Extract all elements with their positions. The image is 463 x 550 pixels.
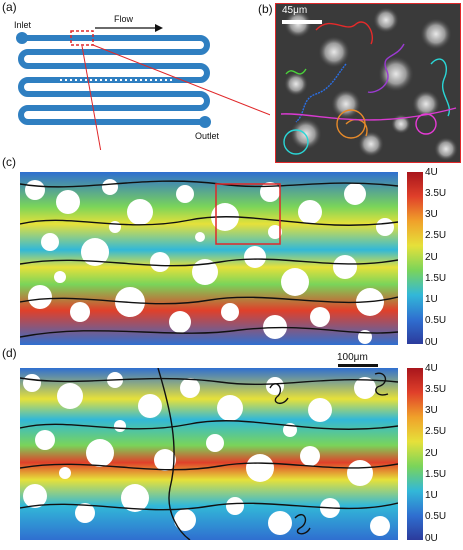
flow-label: Flow [114,14,134,24]
zoom-region-box-c [215,183,281,245]
colorbar-c [407,172,423,344]
colorbar-c-tick: 3.5U [425,188,447,199]
colorbar-d-tick: 3.5U [425,384,447,395]
scale-bar-b [282,20,322,24]
velocity-field-d [19,367,399,541]
velocity-field-c [19,172,399,345]
colorbar-c-tick: 1U [425,294,438,305]
colorbar-c-tick: 2U [425,252,438,263]
scale-bar-b-label: 45μm [282,5,308,16]
panel-c-label: (c) [2,155,16,169]
colorbar-c-tick: 0U [425,337,438,348]
scale-bar-d [338,364,378,367]
outlet-port-icon [199,116,211,128]
colorbar-d-tick: 2U [425,448,438,459]
flow-arrow-icon [155,24,163,32]
serpentine-channel-diagram [16,24,270,150]
colorbar-d-tick: 0.5U [425,511,447,522]
colorbar-d-tick: 0U [425,533,438,544]
panel-b-label: (b) [258,2,273,16]
scale-bar-d-label: 100μm [337,352,368,363]
zoom-region-box [70,30,94,46]
colorbar-d-tick: 1U [425,490,438,501]
colorbar-d-tick: 1.5U [425,469,447,480]
panel-d-label: (d) [2,346,17,360]
colorbar-d [407,368,423,540]
colorbar-c-tick: 2.5U [425,230,447,241]
colorbar-d-tick: 2.5U [425,426,447,437]
inlet-label: Inlet [14,20,32,30]
colorbar-d-tick: 4U [425,363,438,374]
panel-a-label: (a) [2,0,17,14]
outlet-label: Outlet [195,131,220,141]
colorbar-d-tick: 3U [425,405,438,416]
colorbar-c-tick: 3U [425,209,438,220]
colorbar-c-tick: 1.5U [425,273,447,284]
inlet-port-icon [16,32,28,44]
microscope-image [275,3,461,163]
colorbar-c-tick: 4U [425,167,438,178]
colorbar-c-tick: 0.5U [425,315,447,326]
